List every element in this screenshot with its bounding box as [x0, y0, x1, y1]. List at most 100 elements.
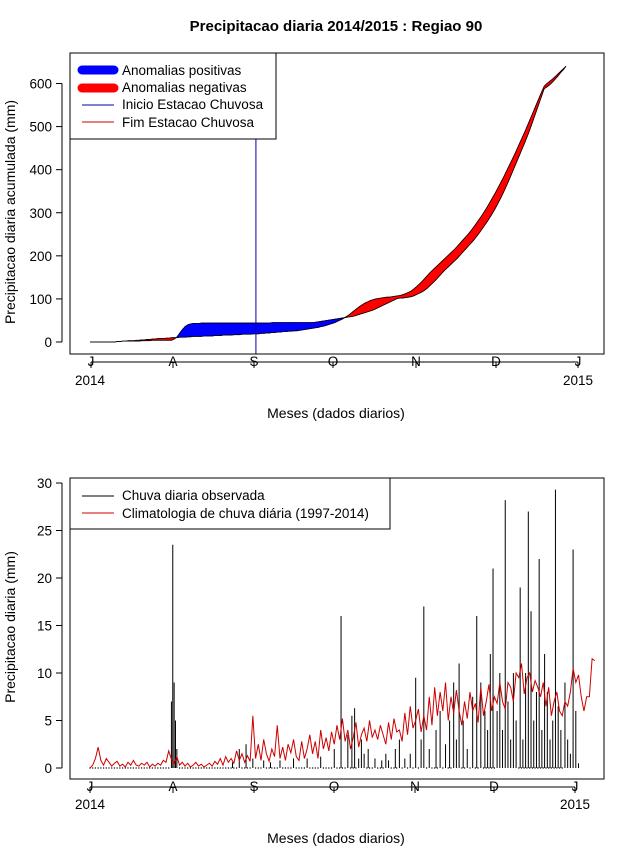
zero-rain-point — [434, 767, 435, 768]
panel-accumulated: Precipitacao diaria 2014/2015 : Regiao 9… — [2, 18, 604, 421]
zero-rain-point — [396, 767, 397, 768]
zero-rain-point — [315, 767, 316, 768]
zero-rain-point — [247, 767, 248, 768]
zero-rain-point — [133, 767, 134, 768]
zero-rain-point — [127, 767, 128, 768]
zero-rain-point — [534, 767, 535, 768]
zero-rain-point — [426, 767, 427, 768]
zero-rain-point — [380, 767, 381, 768]
zero-rain-point — [130, 767, 131, 768]
zero-rain-point — [193, 767, 194, 768]
climatology-daily-line — [90, 659, 595, 768]
zero-rain-point — [209, 767, 210, 768]
zero-rain-point — [285, 767, 286, 768]
zero-rain-point — [483, 767, 484, 768]
zero-rain-point — [442, 767, 443, 768]
month-label: A — [168, 779, 177, 794]
zero-rain-point — [526, 767, 527, 768]
zero-rain-point — [244, 767, 245, 768]
zero-rain-point — [350, 767, 351, 768]
zero-rain-point — [331, 767, 332, 768]
legend-label-climatology: Climatologia de chuva diária (1997-2014) — [122, 506, 369, 521]
zero-rain-point — [418, 767, 419, 768]
zero-rain-point — [198, 767, 199, 768]
zero-rain-point — [182, 767, 183, 768]
zero-rain-point — [141, 767, 142, 768]
zero-rain-point — [108, 767, 109, 768]
zero-rain-point — [412, 767, 413, 768]
zero-rain-point — [345, 767, 346, 768]
zero-rain-point — [336, 767, 337, 768]
zero-rain-point — [266, 767, 267, 768]
zero-rain-point — [165, 767, 166, 768]
zero-rain-point — [326, 767, 327, 768]
zero-rain-point — [372, 767, 373, 768]
zero-rain-point — [241, 767, 242, 768]
zero-rain-point — [323, 767, 324, 768]
zero-rain-point — [478, 767, 479, 768]
zero-rain-point — [231, 767, 232, 768]
zero-rain-point — [201, 767, 202, 768]
zero-rain-point — [236, 767, 237, 768]
zero-rain-point — [269, 767, 270, 768]
zero-rain-point — [155, 767, 156, 768]
legend-daily: Chuva diaria observada Climatologia de c… — [70, 478, 390, 529]
zero-rain-point — [328, 767, 329, 768]
y-tick-label: 0 — [44, 761, 52, 776]
month-label: J — [87, 779, 94, 794]
x-axis-label-daily: Meses (dados diarios) — [267, 830, 405, 846]
zero-rain-point — [114, 767, 115, 768]
zero-rain-point — [117, 767, 118, 768]
zero-rain-point — [222, 767, 223, 768]
zero-rain-point — [437, 767, 438, 768]
zero-rain-point — [228, 767, 229, 768]
month-label: S — [249, 779, 258, 794]
year-label-end: 2015 — [563, 373, 593, 388]
zero-rain-point — [233, 767, 234, 768]
zero-rain-point — [290, 767, 291, 768]
zero-rain-point — [138, 767, 139, 768]
zero-rain-point — [98, 767, 99, 768]
zero-rain-point — [301, 767, 302, 768]
zero-rain-point — [184, 767, 185, 768]
y-tick-label: 30 — [37, 476, 52, 491]
zero-rain-point — [540, 767, 541, 768]
y-tick-label: 25 — [37, 524, 52, 539]
zero-rain-point — [339, 767, 340, 768]
zero-rain-point — [217, 767, 218, 768]
month-label: J — [575, 354, 582, 369]
zero-rain-point — [152, 767, 153, 768]
month-label: J — [88, 354, 95, 369]
zero-rain-point — [486, 767, 487, 768]
y-tick-label: 300 — [29, 206, 52, 221]
zero-rain-point — [383, 767, 384, 768]
zero-rain-point — [274, 767, 275, 768]
zero-rain-point — [469, 767, 470, 768]
y-tick-label: 15 — [37, 619, 52, 634]
zero-rain-point — [537, 767, 538, 768]
zero-rain-point — [518, 767, 519, 768]
zero-rain-point — [187, 767, 188, 768]
zero-rain-point — [317, 767, 318, 768]
zero-rain-point — [548, 767, 549, 768]
y-axis-label-accumulated: Precipitacao diaria acumulada (mm) — [2, 100, 18, 324]
zero-rain-point — [220, 767, 221, 768]
y-tick-label: 5 — [44, 714, 52, 729]
zero-rain-point — [103, 767, 104, 768]
month-label: A — [168, 354, 177, 369]
y-tick-label: 0 — [44, 335, 52, 350]
zero-rain-point — [559, 767, 560, 768]
month-label: J — [572, 779, 579, 794]
zero-rain-point — [556, 767, 557, 768]
y-tick-label: 400 — [29, 163, 52, 178]
zero-rain-point — [214, 767, 215, 768]
zero-rain-point — [298, 767, 299, 768]
zero-rain-point — [369, 767, 370, 768]
zero-rain-point — [464, 767, 465, 768]
